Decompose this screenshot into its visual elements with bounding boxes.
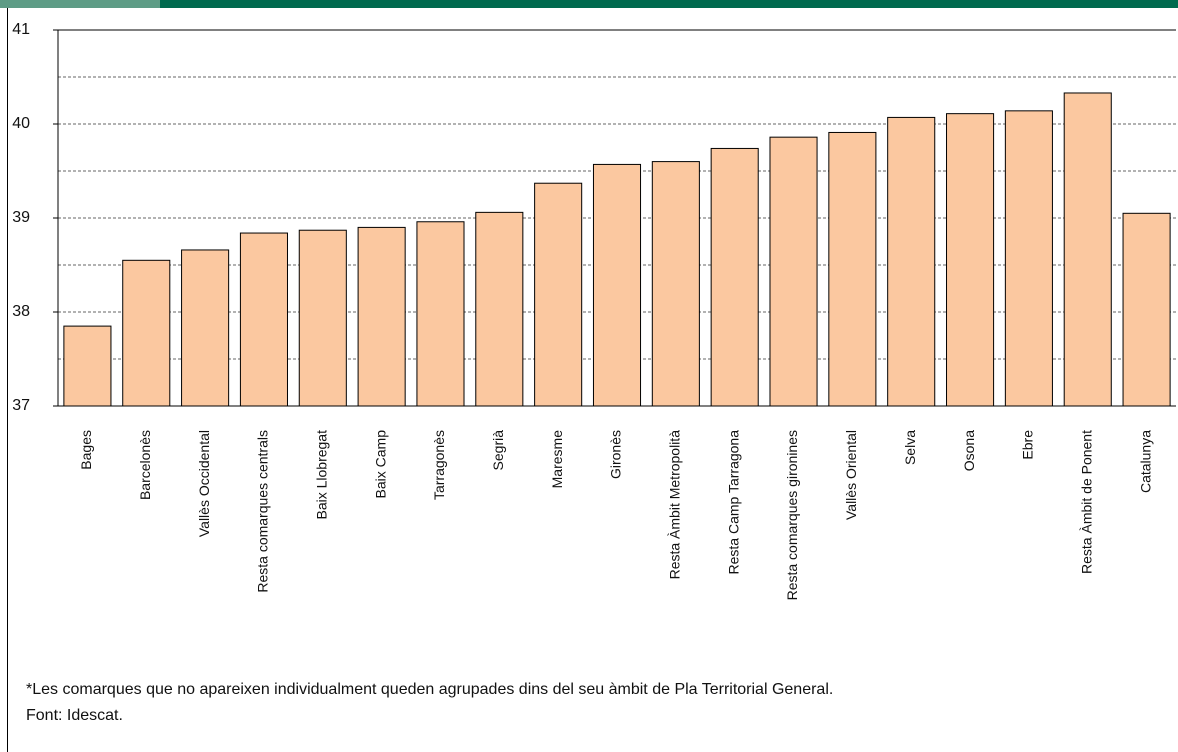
bar [592,163,642,407]
x-tick-label: Resta comarques centrals [255,430,271,593]
bar [828,131,877,407]
bar [651,161,700,407]
x-tick-label: Maresme [549,430,565,489]
x-tick-label: Selva [902,430,918,465]
y-tick-label: 40 [12,115,30,132]
x-tick-label: Segrià [490,430,506,471]
bar [769,136,818,407]
bar [181,249,230,407]
bar [298,229,347,407]
x-tick-label: Gironès [608,430,624,479]
bar [946,113,995,407]
bar [710,147,759,407]
x-tick-label: Baix Llobregat [313,430,329,520]
x-tick-label: Vallès Occidental [196,430,212,537]
x-tick-label: Vallès Oriental [843,430,859,520]
bar [416,221,465,407]
x-tick-label: Catalunya [1137,430,1153,493]
bar [534,182,583,407]
x-tick-label: Baix Camp [372,430,388,499]
header-band [160,0,1178,8]
x-tick-label: Barcelonès [137,430,153,500]
bar [1004,110,1053,407]
y-tick-label: 37 [12,397,30,414]
x-tick-label: Resta comarques gironines [784,430,800,600]
x-tick-label: Ebre [1020,430,1036,460]
y-tick-label: 41 [12,21,30,38]
bar [1122,212,1171,407]
y-tick-label: 38 [12,303,30,320]
x-tick-label: Bages [78,430,94,470]
y-tick-label: 39 [12,209,30,226]
x-tick-label: Resta Àmbit de Ponent [1078,430,1094,574]
bar [122,259,171,407]
x-tick-label: Tarragonès [431,430,447,500]
bar [475,211,524,407]
x-tick-label: Osona [961,430,977,471]
x-tick-label: Resta Àmbit Metropolità [667,430,683,580]
x-tick-label: Resta Camp Tarragona [725,430,741,575]
bar [63,325,112,407]
bar [1063,92,1112,407]
bar [887,116,936,407]
source: Font: Idescat. [26,707,123,724]
bar [239,232,288,407]
header-band-light [0,0,160,8]
footnote: *Les comarques que no apareixen individu… [26,681,833,698]
bar [357,226,406,407]
